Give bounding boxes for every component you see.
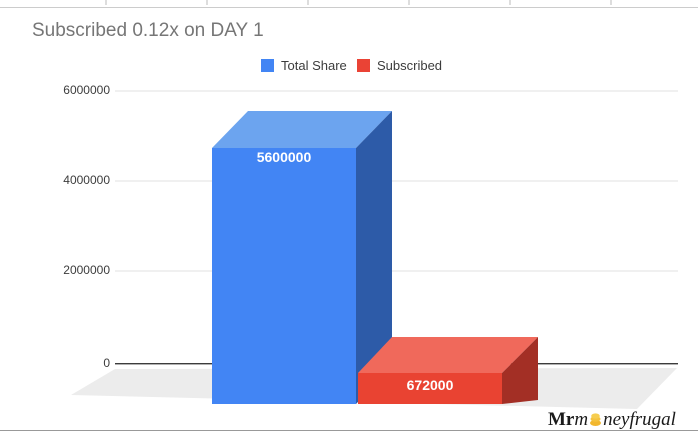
svg-text:5600000: 5600000 (257, 149, 312, 165)
svg-text:672000: 672000 (407, 377, 454, 393)
